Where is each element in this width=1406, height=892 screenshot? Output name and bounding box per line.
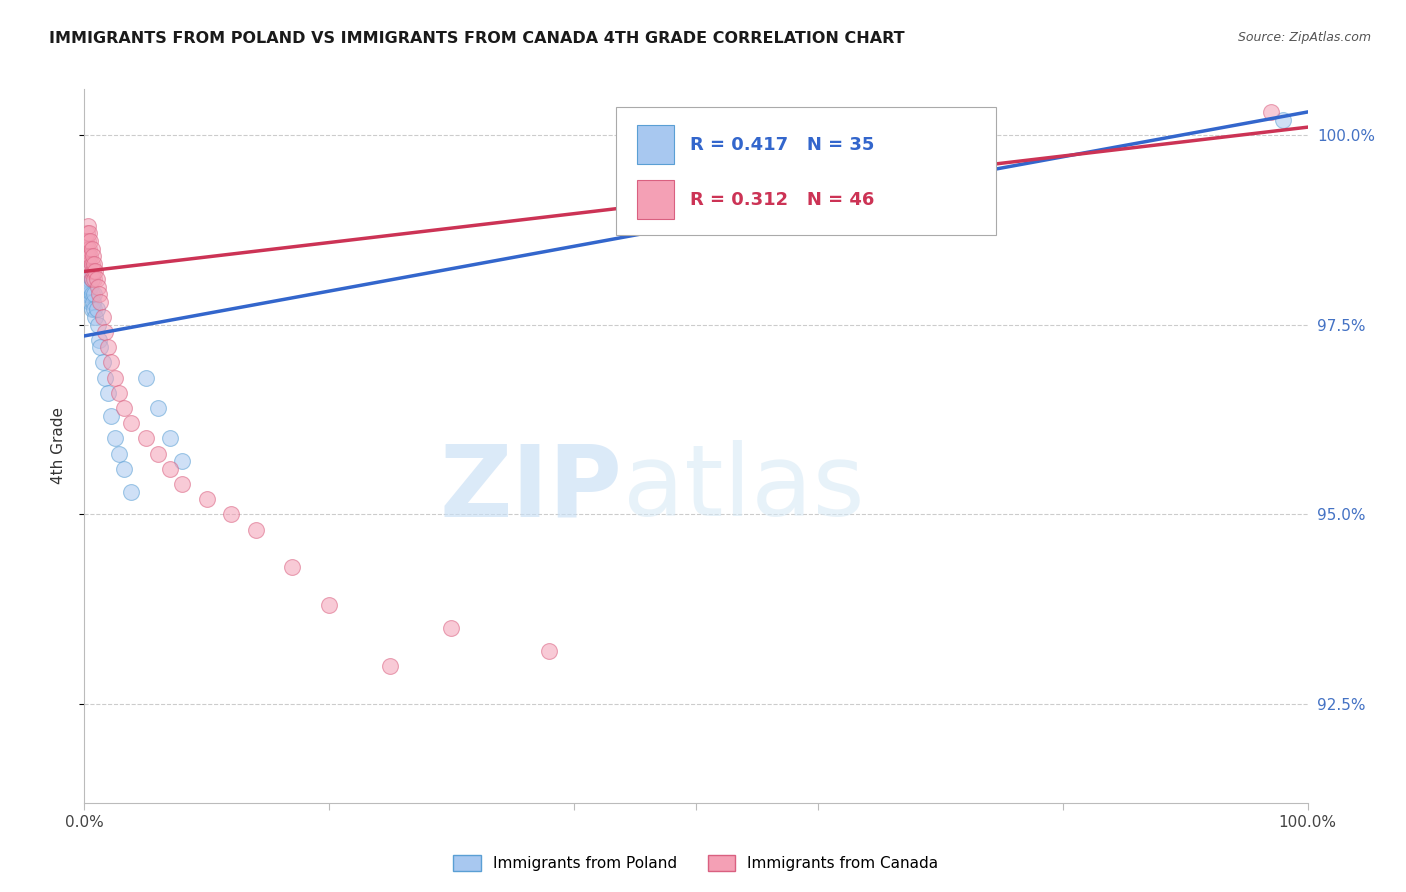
Point (79, 294, 101, 309)
Point (135, 370, 157, 384)
Point (120, 484, 142, 499)
Point (120, 416, 142, 430)
Point (77, 287, 100, 301)
Point (77, 242, 100, 256)
Point (104, 431, 127, 445)
Point (84, 264, 107, 278)
Point (79, 249, 101, 263)
Point (94, 370, 117, 384)
Point (77, 279, 100, 293)
Point (76, 279, 98, 293)
Text: ZIP: ZIP (440, 441, 623, 537)
Text: R = 0.417   N = 35: R = 0.417 N = 35 (690, 136, 875, 153)
Point (1260, 105, 1282, 120)
Point (79, 264, 101, 278)
Point (80, 257, 103, 271)
Point (195, 492, 218, 507)
Point (86, 302, 108, 317)
Point (100, 355, 122, 369)
Point (87, 287, 110, 301)
Point (83, 257, 105, 271)
Point (440, 621, 463, 635)
Point (77, 272, 100, 286)
Point (91, 310, 114, 324)
Point (77, 249, 100, 263)
Point (107, 385, 129, 400)
Point (172, 477, 194, 491)
Point (89, 340, 111, 354)
Point (219, 508, 242, 522)
Point (538, 644, 561, 658)
Point (146, 401, 169, 415)
Point (77, 249, 100, 263)
Point (77, 264, 100, 278)
Point (100, 409, 122, 423)
Point (159, 462, 181, 476)
Point (281, 560, 304, 574)
Point (107, 447, 129, 461)
Point (84, 310, 107, 324)
Point (82, 249, 104, 263)
Point (112, 401, 135, 415)
Point (77, 234, 100, 248)
Point (80, 242, 103, 256)
Point (97, 340, 120, 354)
Point (80, 302, 103, 317)
Point (94, 325, 117, 339)
FancyBboxPatch shape (637, 125, 673, 164)
Point (76, 242, 98, 256)
Point (77, 219, 100, 233)
Text: Source: ZipAtlas.com: Source: ZipAtlas.com (1237, 31, 1371, 45)
Point (83, 302, 105, 317)
Point (79, 234, 101, 248)
Point (172, 454, 194, 468)
Legend: Immigrants from Poland, Immigrants from Canada: Immigrants from Poland, Immigrants from … (447, 849, 945, 877)
Point (91, 355, 114, 369)
Point (86, 272, 108, 286)
Point (87, 333, 110, 347)
Point (104, 370, 127, 384)
Point (83, 272, 105, 286)
Point (75, 287, 97, 301)
Point (135, 431, 157, 445)
Point (77, 257, 100, 271)
FancyBboxPatch shape (637, 180, 673, 219)
Point (80, 272, 103, 286)
Point (97, 385, 120, 400)
Point (75, 272, 97, 286)
Text: IMMIGRANTS FROM POLAND VS IMMIGRANTS FROM CANADA 4TH GRADE CORRELATION CHART: IMMIGRANTS FROM POLAND VS IMMIGRANTS FRO… (49, 31, 905, 46)
Point (83, 287, 105, 301)
Point (76, 257, 98, 271)
Point (77, 227, 100, 241)
Point (245, 523, 267, 537)
Point (75, 249, 97, 263)
Point (87, 279, 110, 293)
Point (87, 318, 110, 332)
Point (76, 227, 98, 241)
Point (318, 599, 340, 613)
Point (79, 279, 101, 293)
Point (380, 659, 402, 673)
Point (75, 234, 97, 248)
Point (159, 431, 181, 445)
Point (146, 447, 169, 461)
Point (82, 294, 104, 309)
Point (80, 272, 103, 286)
Y-axis label: 4th Grade: 4th Grade (51, 408, 66, 484)
Point (112, 462, 135, 476)
FancyBboxPatch shape (616, 107, 995, 235)
Text: R = 0.312   N = 46: R = 0.312 N = 46 (690, 191, 875, 209)
Point (80, 287, 103, 301)
Text: atlas: atlas (623, 441, 865, 537)
Point (82, 264, 104, 278)
Point (89, 294, 111, 309)
Point (1272, 112, 1295, 127)
